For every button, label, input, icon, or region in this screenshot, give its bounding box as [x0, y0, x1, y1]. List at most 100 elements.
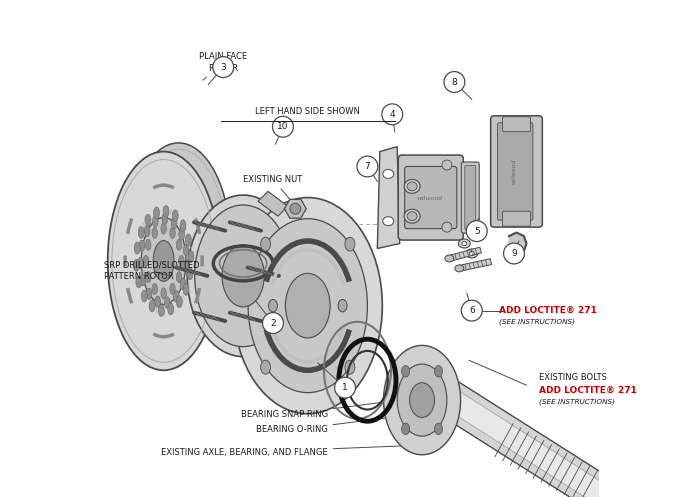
FancyBboxPatch shape	[398, 155, 463, 240]
Ellipse shape	[195, 205, 292, 347]
Ellipse shape	[345, 237, 355, 251]
Polygon shape	[449, 247, 482, 261]
Ellipse shape	[149, 300, 155, 312]
FancyBboxPatch shape	[405, 166, 457, 229]
Polygon shape	[387, 349, 611, 497]
Ellipse shape	[445, 255, 454, 262]
Circle shape	[262, 313, 284, 333]
Ellipse shape	[139, 227, 144, 239]
Ellipse shape	[145, 214, 151, 226]
Text: LEFT HAND SIDE SHOWN: LEFT HAND SIDE SHOWN	[256, 107, 360, 116]
Circle shape	[382, 104, 402, 125]
Ellipse shape	[176, 296, 182, 308]
Text: BEARING SNAP RING: BEARING SNAP RING	[241, 401, 397, 419]
Ellipse shape	[153, 216, 158, 227]
Ellipse shape	[402, 366, 409, 377]
Ellipse shape	[435, 366, 442, 377]
FancyBboxPatch shape	[465, 166, 476, 230]
FancyBboxPatch shape	[498, 123, 533, 220]
Text: 2: 2	[270, 319, 276, 328]
Text: (SEE INSTRUCTIONS): (SEE INSTRUCTIONS)	[539, 398, 615, 405]
Ellipse shape	[155, 296, 160, 308]
Ellipse shape	[152, 228, 158, 239]
Text: EXISTING AXLE, BEARING, AND FLANGE: EXISTING AXLE, BEARING, AND FLANGE	[161, 445, 427, 457]
Circle shape	[444, 72, 465, 92]
Text: 4: 4	[389, 110, 395, 119]
Ellipse shape	[383, 169, 393, 178]
Ellipse shape	[404, 209, 420, 223]
Text: 3: 3	[220, 63, 226, 72]
Ellipse shape	[161, 288, 167, 299]
Ellipse shape	[469, 251, 475, 255]
Ellipse shape	[168, 303, 174, 315]
FancyBboxPatch shape	[461, 162, 480, 233]
Text: (SEE INSTRUCTIONS): (SEE INSTRUCTIONS)	[499, 319, 575, 326]
Ellipse shape	[161, 223, 167, 234]
Ellipse shape	[188, 250, 194, 262]
Ellipse shape	[136, 276, 142, 288]
Ellipse shape	[338, 299, 347, 312]
Ellipse shape	[404, 179, 420, 193]
Ellipse shape	[141, 290, 147, 302]
Text: wilwood: wilwood	[512, 159, 517, 184]
Ellipse shape	[108, 152, 220, 370]
Ellipse shape	[397, 364, 447, 436]
Ellipse shape	[269, 299, 277, 312]
Text: 5: 5	[474, 227, 480, 236]
Ellipse shape	[384, 345, 461, 455]
Circle shape	[272, 116, 293, 137]
Ellipse shape	[222, 245, 265, 307]
Ellipse shape	[180, 220, 186, 232]
Circle shape	[503, 243, 524, 264]
Ellipse shape	[187, 195, 299, 357]
Ellipse shape	[139, 240, 145, 251]
Ellipse shape	[462, 242, 467, 246]
Text: 8: 8	[452, 78, 457, 86]
Ellipse shape	[407, 212, 417, 221]
Ellipse shape	[170, 228, 175, 239]
Text: PLAIN FACE
ROTOR: PLAIN FACE ROTOR	[199, 52, 247, 80]
Ellipse shape	[260, 237, 271, 251]
Ellipse shape	[163, 205, 169, 217]
Circle shape	[357, 156, 378, 177]
Ellipse shape	[164, 297, 170, 308]
FancyBboxPatch shape	[503, 211, 531, 226]
Ellipse shape	[183, 262, 190, 273]
Ellipse shape	[153, 207, 160, 219]
Ellipse shape	[153, 241, 174, 281]
Ellipse shape	[455, 265, 464, 272]
Ellipse shape	[170, 283, 175, 294]
Ellipse shape	[466, 249, 477, 258]
Ellipse shape	[140, 274, 146, 286]
Text: 10: 10	[277, 122, 288, 131]
Ellipse shape	[144, 225, 150, 237]
Ellipse shape	[345, 360, 355, 374]
Ellipse shape	[174, 291, 179, 302]
Text: 1: 1	[342, 383, 348, 392]
Text: EXISTING BOLTS: EXISTING BOLTS	[539, 373, 607, 382]
Ellipse shape	[248, 219, 368, 393]
Ellipse shape	[176, 271, 182, 282]
Text: 9: 9	[511, 249, 517, 258]
Ellipse shape	[141, 218, 186, 304]
Circle shape	[466, 221, 487, 242]
Text: SRP DRILLED/SLOTTED
PATTERN ROTOR: SRP DRILLED/SLOTTED PATTERN ROTOR	[104, 260, 200, 281]
Ellipse shape	[402, 423, 409, 434]
Ellipse shape	[178, 229, 185, 240]
Circle shape	[461, 300, 482, 321]
Ellipse shape	[286, 273, 330, 338]
Ellipse shape	[187, 268, 193, 280]
Ellipse shape	[181, 278, 186, 290]
Ellipse shape	[162, 213, 168, 225]
Ellipse shape	[143, 255, 148, 266]
Polygon shape	[458, 259, 491, 271]
Ellipse shape	[146, 271, 151, 282]
Ellipse shape	[233, 197, 382, 414]
Ellipse shape	[176, 240, 182, 250]
Ellipse shape	[435, 423, 442, 434]
Ellipse shape	[178, 255, 184, 266]
Ellipse shape	[172, 218, 177, 229]
Ellipse shape	[158, 305, 164, 317]
Ellipse shape	[410, 383, 435, 417]
Circle shape	[442, 222, 452, 232]
